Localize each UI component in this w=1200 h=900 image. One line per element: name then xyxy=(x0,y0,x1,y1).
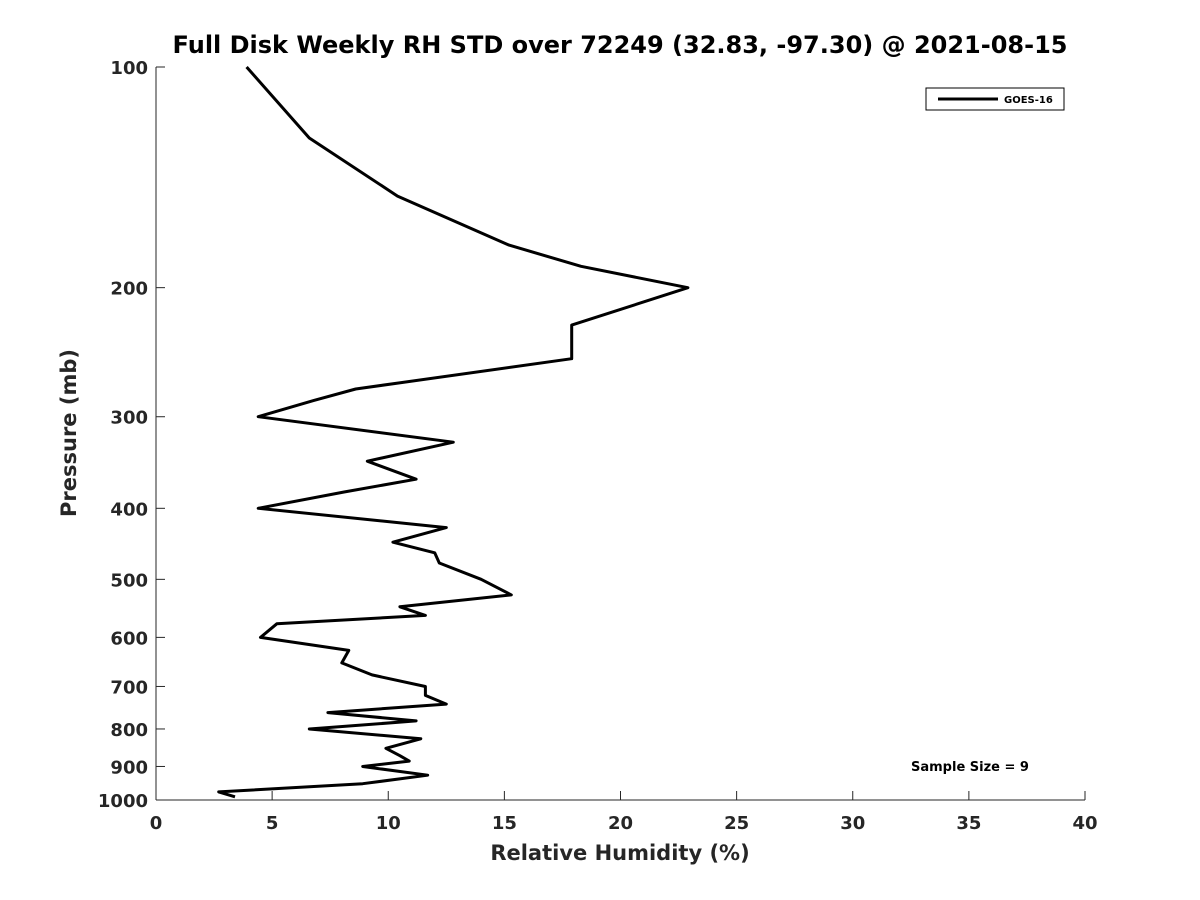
y-tick-label: 300 xyxy=(110,408,148,429)
plot-area xyxy=(156,67,1085,800)
y-tick-label: 100 xyxy=(110,58,148,79)
x-tick-label: 5 xyxy=(266,813,279,834)
x-tick-label: 10 xyxy=(376,813,401,834)
x-tick-label: 15 xyxy=(492,813,517,834)
x-tick-label: 40 xyxy=(1072,813,1097,834)
x-tick-label: 0 xyxy=(150,813,163,834)
y-tick-label: 600 xyxy=(110,628,148,649)
y-tick-label: 900 xyxy=(110,757,148,778)
y-tick-label: 400 xyxy=(110,499,148,520)
x-tick-label: 35 xyxy=(956,813,981,834)
y-tick-label: 500 xyxy=(110,570,148,591)
x-axis-ticks: 0 5 10 15 20 25 30 35 40 xyxy=(150,791,1098,834)
legend-label: GOES-16 xyxy=(1004,95,1053,106)
x-tick-label: 30 xyxy=(840,813,865,834)
y-tick-label: 200 xyxy=(110,279,148,300)
series-line-goes16 xyxy=(217,66,690,799)
y-tick-label: 1000 xyxy=(98,791,148,812)
chart-title: Full Disk Weekly RH STD over 72249 (32.8… xyxy=(173,31,1068,59)
y-axis-ticks: 100 200 300 400 500 600 700 800 900 1000 xyxy=(98,58,165,812)
series-group xyxy=(217,66,690,799)
x-axis-title: Relative Humidity (%) xyxy=(490,841,749,865)
y-tick-label: 700 xyxy=(110,677,148,698)
y-axis-title: Pressure (mb) xyxy=(57,349,81,517)
legend: GOES-16 xyxy=(925,87,1065,111)
y-tick-label: 800 xyxy=(110,720,148,741)
x-tick-label: 25 xyxy=(724,813,749,834)
sample-size-annotation: Sample Size = 9 xyxy=(911,760,1029,775)
x-tick-label: 20 xyxy=(608,813,633,834)
